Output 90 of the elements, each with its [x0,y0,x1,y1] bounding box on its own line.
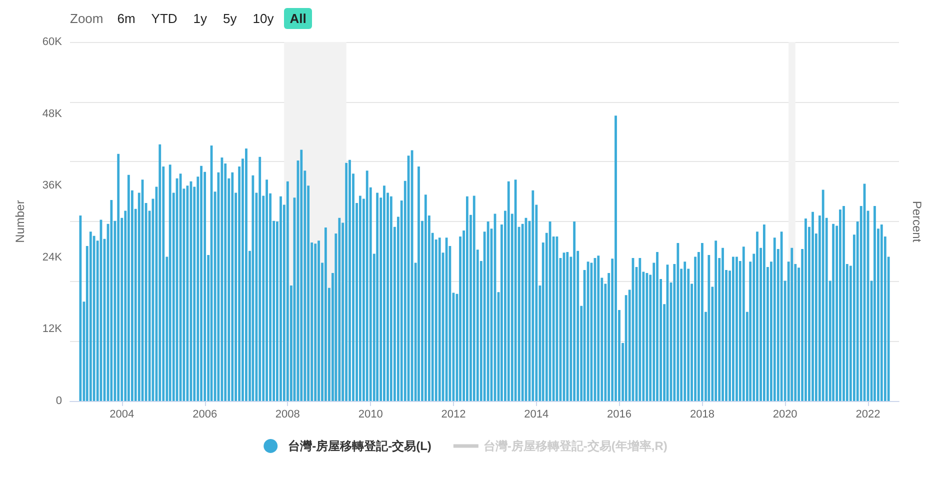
bar [486,222,490,401]
bar [266,180,268,401]
bar [586,262,590,401]
bar [804,218,807,401]
text: YTD [150,10,178,28]
bar [258,156,262,401]
bar [573,222,576,401]
x-tick-label: 2004 [110,408,134,420]
bar [158,144,162,401]
y-tick-label: 60K [42,36,63,48]
bar [286,181,289,401]
x-tick-label: 2018 [690,408,714,420]
bar [376,192,379,401]
y-tick-label: 24K [42,251,63,264]
y-tick-label: 48K [42,108,63,120]
bar [127,174,130,401]
bar [822,190,824,401]
bar [708,255,710,401]
bar [348,160,351,401]
x-tick-label: 2010 [358,408,383,420]
bar [732,256,734,401]
bar [418,166,420,401]
bar [117,154,120,401]
bar [507,181,510,401]
bar [756,232,758,401]
bar [200,166,202,401]
bar [676,243,680,401]
y-tick-label: 0 [56,395,62,407]
text: Zoom [70,11,104,26]
bar [92,236,96,401]
bar [656,252,658,401]
bar [438,238,441,401]
bar [839,210,842,401]
text: 5y [222,10,238,28]
y2-axis-title: Percent [910,200,924,243]
bar [252,175,254,401]
x-tick-label: 2020 [772,408,798,420]
x-tick-label: 2012 [441,408,466,420]
bar [722,248,724,401]
bar [366,170,368,401]
bar [466,196,468,401]
text: All [284,8,312,29]
bar [324,227,327,401]
text: 1y [192,10,208,28]
bar [790,248,794,401]
legend-label: 台灣-房屋移轉登記-交易(L) [288,439,432,453]
bar [338,218,341,401]
bar [880,224,883,401]
bar [684,262,686,401]
bar [773,238,776,401]
text: 6m [116,10,136,28]
bar [812,212,814,401]
bar [424,194,427,401]
bar [832,224,834,401]
bar [532,190,534,401]
y-axis-title: Number [13,200,27,243]
x-tick-label: 2016 [607,408,632,420]
bar [383,186,386,401]
bar [742,246,745,401]
bar [736,256,738,401]
bar [472,196,476,401]
bar [566,252,569,401]
bar [614,116,617,401]
bar [762,224,766,401]
bar [110,200,113,401]
bar [79,216,82,401]
bar [638,258,642,401]
bar [874,206,876,401]
bar [345,162,348,401]
bar [300,150,303,401]
bar [89,232,92,401]
x-tick-label: 2006 [192,408,218,420]
bar [390,196,392,401]
bar [314,244,317,401]
x-tick-label: 2014 [524,408,549,420]
bar [597,256,600,401]
text: 10y [252,10,275,28]
bar [701,243,704,401]
x-tick-label: 2022 [856,408,880,420]
y-tick-label: 12K [42,323,63,336]
x-tick-label: 2008 [275,408,300,420]
bar [842,206,845,401]
bar [231,172,234,401]
bar [168,164,172,401]
bar [318,240,320,401]
bar [280,196,282,401]
bar [714,240,718,401]
bar [245,148,248,401]
y-tick-label: 36K [42,180,63,192]
bar [358,196,362,401]
